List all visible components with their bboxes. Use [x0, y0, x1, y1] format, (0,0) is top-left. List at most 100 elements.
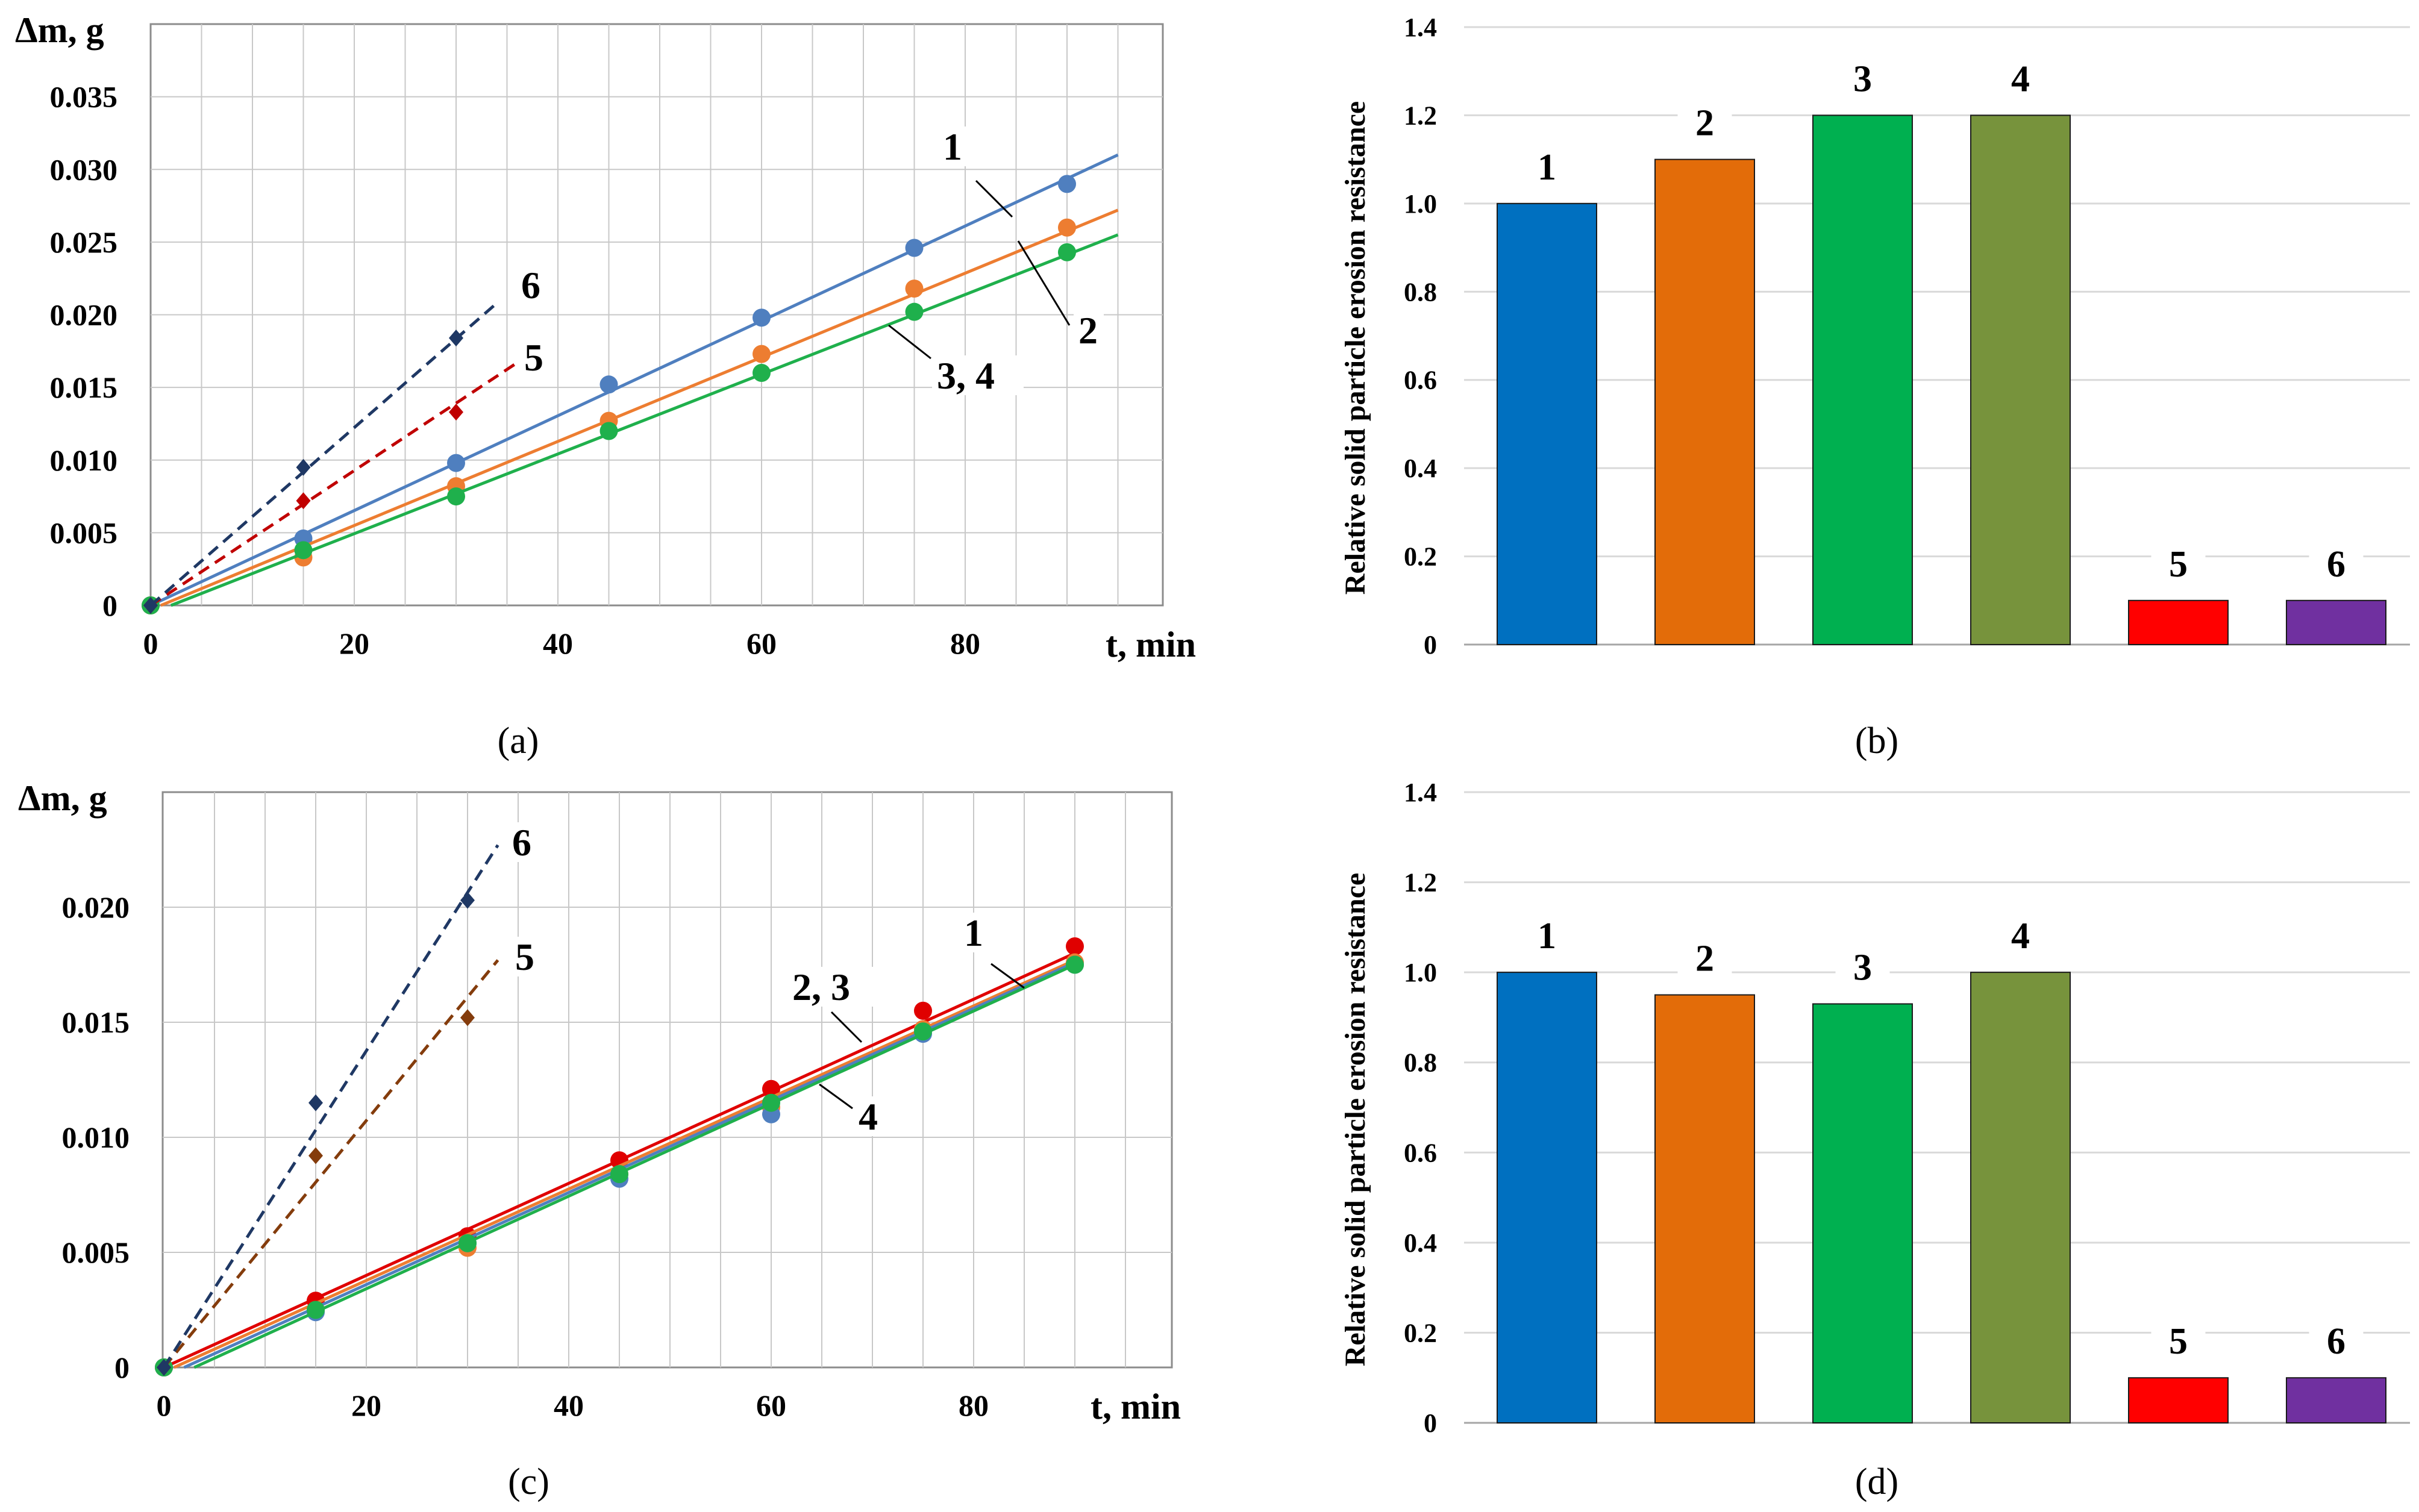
series-label: 4: [859, 1095, 878, 1138]
y-tick-label: 0: [1424, 1408, 1437, 1438]
bar-6: [2286, 599, 2386, 645]
data-point: [762, 1093, 780, 1112]
y-tick-label: 0.020: [50, 298, 118, 332]
y-axis-label: Δm, g: [15, 10, 104, 50]
bar-2: [1654, 994, 1755, 1424]
y-tick-label: 0.015: [50, 370, 118, 404]
x-tick-label: 60: [756, 1389, 786, 1422]
data-point: [157, 1359, 171, 1376]
bar-label-bg: [2151, 540, 2206, 587]
x-tick-label: 0: [157, 1389, 172, 1422]
bar-label: 3: [1853, 58, 1872, 99]
label-bg: [510, 937, 540, 976]
series-label: 3, 4: [937, 354, 995, 397]
series-label: 5: [524, 336, 543, 379]
bar-label: 6: [2327, 1321, 2345, 1362]
series-3-4: [142, 233, 1119, 614]
y-tick-label: 0.8: [1404, 277, 1437, 307]
fit-line: [170, 233, 1119, 607]
data-point: [1058, 243, 1076, 261]
caption: (c): [508, 1461, 549, 1502]
bar-label-bg: [1993, 912, 2048, 960]
leader-line: [888, 324, 931, 360]
series-6: [143, 302, 498, 614]
x-tick-label: 80: [959, 1389, 989, 1422]
y-tick-label: 1.2: [1404, 101, 1437, 130]
caption: (b): [1855, 720, 1898, 761]
data-point: [905, 302, 924, 321]
y-tick-label: 0.2: [1404, 1318, 1437, 1348]
data-point: [458, 1234, 477, 1252]
bar-label: 6: [2327, 544, 2345, 585]
data-point: [599, 422, 618, 440]
bar-label-bg: [1519, 912, 1574, 960]
data-point: [449, 330, 463, 347]
bar-3: [1812, 1003, 1913, 1423]
data-point: [753, 364, 771, 382]
y-tick-label: 1.2: [1404, 868, 1437, 898]
y-tick-label: 1.0: [1404, 189, 1437, 219]
y-tick-label: 0.020: [62, 890, 130, 924]
leader-line: [975, 180, 1013, 218]
series-label: 6: [512, 821, 531, 864]
label-bg: [787, 967, 879, 1007]
series-label: 2, 3: [792, 966, 850, 1008]
label-bg: [519, 337, 549, 377]
bar-label-bg: [1519, 143, 1574, 190]
y-tick-label: 0.6: [1404, 1138, 1437, 1167]
y-tick-label: 1.0: [1404, 958, 1437, 987]
label-bg: [507, 822, 537, 862]
chart-b: 0 0.2 0.4 0.6 0.8 1.0 1.2 1.4 Relative solid par…: [1339, 13, 2410, 761]
data-point: [1066, 955, 1084, 974]
data-point: [449, 404, 463, 421]
series-label: 5: [515, 936, 534, 978]
label-bg: [938, 127, 968, 166]
y-tick-label: 0.010: [50, 443, 118, 477]
bar-label: 5: [2169, 544, 2188, 585]
y-tick-label: 0: [102, 589, 117, 622]
chart-d: 0 0.2 0.4 0.6 0.8 1.0 1.2 1.4 Relative solid par…: [1339, 778, 2410, 1502]
y-tick-label: 0: [114, 1351, 130, 1384]
data-point: [296, 492, 311, 510]
data-point: [1066, 937, 1084, 955]
bar-label-bg: [1835, 943, 1890, 991]
bar-label: 3: [1853, 947, 1872, 988]
y-tick-label: 0.030: [50, 152, 118, 186]
data-point: [308, 1147, 323, 1164]
x-tick-label: 20: [351, 1389, 381, 1422]
bar-5: [2128, 1377, 2229, 1424]
data-point: [610, 1165, 628, 1184]
series-label: 1: [964, 911, 983, 954]
data-point: [308, 1094, 323, 1111]
series-6: [157, 844, 499, 1376]
data-point: [1058, 175, 1076, 193]
fit-line: [149, 153, 1119, 607]
y-tick-label: 0.010: [62, 1120, 130, 1154]
y-tick-label: 0.8: [1404, 1048, 1437, 1078]
label-bg: [854, 1096, 884, 1136]
y-tick-label: 0.025: [50, 225, 118, 259]
data-point: [905, 239, 924, 257]
y-tick-label: 0.4: [1404, 454, 1437, 483]
leader-line: [830, 1011, 863, 1043]
x-tick-label: 20: [339, 626, 369, 660]
data-point: [914, 1001, 932, 1020]
fit-line: [160, 208, 1119, 607]
fit-line: [162, 844, 499, 1369]
bar-2: [1654, 158, 1755, 645]
data-point: [753, 308, 771, 327]
bar-label-bg: [1677, 934, 1732, 982]
y-tick-label: 1.4: [1404, 13, 1437, 42]
y-tick-label: 1.4: [1404, 778, 1437, 807]
y-axis-label: Relative solid particle erosion resistan…: [1339, 101, 1371, 595]
x-tick-label: 80: [950, 626, 980, 660]
fit-line: [149, 361, 518, 607]
series-label: 1: [943, 125, 962, 168]
y-axis-label: Relative solid particle erosion resistan…: [1339, 873, 1371, 1366]
y-tick-label: 0.035: [50, 80, 118, 114]
bar-label-bg: [2309, 540, 2364, 587]
bar-label-bg: [1835, 55, 1890, 102]
chart-a: 0 20 40 60 80 0 0.005 0.010 0.015 0.020 0.025 0.030…: [15, 10, 1196, 761]
x-tick-label: 0: [143, 626, 158, 660]
